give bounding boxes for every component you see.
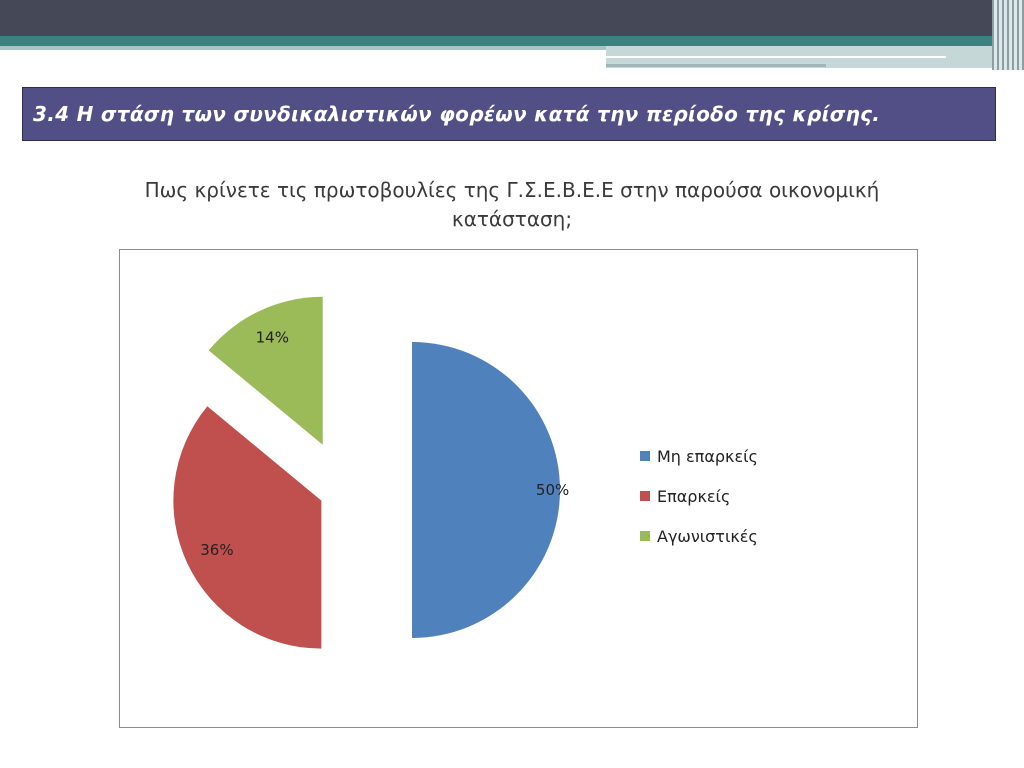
question-line-2: κατάσταση; — [451, 207, 573, 231]
pie-slice-1 — [412, 342, 560, 638]
chart-legend: Μη επαρκείς Επαρκείς Αγωνιστικές — [640, 436, 758, 556]
legend-label: Μη επαρκείς — [657, 446, 758, 466]
data-label-2: 36% — [200, 541, 233, 559]
legend-swatch — [640, 491, 650, 501]
header-dark-bar — [0, 0, 1024, 36]
legend-label: Αγωνιστικές — [657, 526, 758, 546]
chart-question: Πως κρίνετε τις πρωτοβουλίες της Γ.Σ.Ε.Β… — [60, 176, 964, 234]
header-light-strip — [0, 46, 606, 50]
pie-slice-2 — [173, 406, 322, 649]
header-teal-band — [0, 36, 1010, 46]
header-vertical-stripes — [992, 0, 1024, 70]
legend-item-3: Αγωνιστικές — [640, 516, 758, 556]
data-label-1: 50% — [536, 481, 569, 499]
header-right-line — [606, 56, 946, 58]
legend-swatch — [640, 451, 650, 461]
slide-title-bar: 3.4 Η στάση των συνδικαλιστικών φορέων κ… — [22, 87, 996, 141]
slide-title: 3.4 Η στάση των συνδικαλιστικών φορέων κ… — [33, 102, 881, 126]
chart-area: 50% 36% 14% Μη επαρκείς Επαρκείς Αγωνιστικές — [119, 249, 918, 728]
question-line-1: Πως κρίνετε τις πρωτοβουλίες της Γ.Σ.Ε.Β… — [144, 178, 880, 202]
header-right-line-2 — [606, 64, 826, 67]
data-label-3: 14% — [256, 329, 289, 347]
legend-item-2: Επαρκείς — [640, 476, 758, 516]
pie-slice-3 — [208, 296, 323, 445]
legend-item-1: Μη επαρκείς — [640, 436, 758, 476]
legend-label: Επαρκείς — [657, 486, 731, 506]
pie-chart: 50% 36% 14% — [173, 296, 569, 649]
legend-swatch — [640, 531, 650, 541]
